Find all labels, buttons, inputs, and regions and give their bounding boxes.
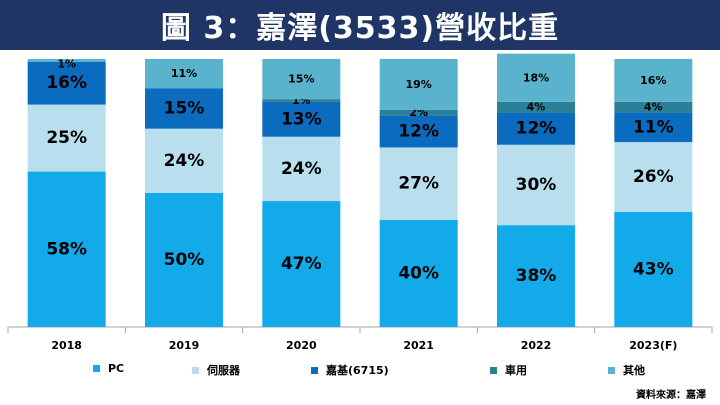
legend-label: 其他	[623, 364, 645, 377]
bar-segment	[27, 104, 106, 172]
x-tick-label: 2018	[51, 339, 82, 352]
data-label: 13%	[281, 109, 322, 129]
data-label: 12%	[516, 119, 557, 139]
x-tick-label: 2022	[521, 339, 552, 352]
data-label: 1%	[57, 58, 76, 71]
legend-item: 車用	[490, 362, 527, 378]
legend-label: 伺服器	[207, 364, 240, 377]
stacked-bar-chart: 58% 25% 16% 1% 2018 50% 24% 15% 11% 2019 47% 24% 13%…	[7, 53, 713, 352]
bar-segment	[379, 59, 458, 110]
title-bar: 圖 3：嘉澤(3533)營收比重	[0, 0, 720, 50]
data-label: 19%	[405, 78, 431, 91]
data-label: 26%	[633, 167, 674, 187]
bar-segment	[614, 211, 693, 327]
legend-swatch	[192, 366, 199, 374]
data-label: 12%	[398, 121, 439, 141]
data-label: 30%	[516, 175, 557, 195]
x-tick-label: 2019	[169, 339, 200, 352]
bar-segment	[27, 59, 106, 62]
bar-segment	[145, 88, 223, 129]
bar-segment	[379, 109, 458, 116]
legend-label: 嘉基(6715)	[326, 364, 389, 377]
bar-segment	[497, 101, 575, 113]
data-label: 38%	[516, 266, 557, 286]
data-label: 27%	[398, 174, 439, 194]
bar-segment	[262, 201, 341, 327]
legend-swatch	[93, 365, 100, 372]
chart-title: 圖 3：嘉澤(3533)營收比重	[160, 11, 560, 46]
bar-segment	[379, 147, 458, 220]
bar-segment	[262, 99, 341, 102]
bar-segment	[497, 53, 575, 102]
data-label: 24%	[164, 151, 205, 171]
bar-segment	[145, 193, 223, 327]
bar-segment	[497, 112, 575, 145]
data-label: 11%	[171, 67, 197, 80]
x-tick-label: 2020	[286, 339, 317, 352]
data-label: 11%	[633, 117, 674, 137]
data-label: 16%	[46, 73, 87, 93]
legend-swatch	[490, 366, 497, 374]
data-label: 58%	[46, 239, 87, 259]
data-label: 43%	[633, 259, 674, 279]
legend-item: PC	[93, 362, 124, 375]
bar-segment	[614, 59, 693, 102]
x-tick-label: 2023(F)	[629, 339, 677, 352]
data-label: 16%	[640, 74, 666, 87]
legend-label: PC	[108, 362, 125, 375]
bar-segment	[614, 101, 693, 113]
bar-segment	[497, 225, 575, 327]
legend-swatch	[608, 366, 615, 374]
bar-segment	[379, 115, 458, 148]
data-label: 24%	[281, 159, 322, 179]
legend-item: 其他	[608, 362, 645, 378]
x-tick-label: 2021	[403, 339, 434, 352]
data-label: 25%	[46, 128, 87, 148]
legend-item: 伺服器	[192, 362, 240, 378]
bar-segment	[614, 142, 693, 212]
bar-segment	[614, 112, 693, 143]
bar-segment	[145, 59, 223, 89]
data-label: 4%	[644, 101, 663, 114]
chart-legend: PC 伺服器 嘉基(6715) 車用 其他	[0, 362, 720, 382]
bar-segment	[27, 171, 106, 327]
data-label: 15%	[288, 73, 314, 86]
bar-segment	[379, 219, 458, 327]
legend-item: 嘉基(6715)	[311, 362, 389, 378]
bar-segment	[27, 61, 106, 105]
bar-segment	[262, 59, 341, 100]
bar-segment	[145, 128, 223, 193]
data-label: 40%	[398, 263, 439, 283]
bar-segment	[262, 101, 341, 137]
bar-segment	[262, 136, 341, 202]
data-label: 15%	[164, 99, 205, 119]
source-note: 資料來源：嘉澤	[636, 390, 706, 401]
data-label: 50%	[164, 250, 205, 270]
data-label: 18%	[523, 71, 549, 84]
legend-swatch	[311, 366, 318, 374]
legend-label: 車用	[505, 364, 527, 377]
data-label: 4%	[527, 101, 546, 114]
data-label: 47%	[281, 254, 322, 274]
bar-segment	[497, 144, 575, 226]
